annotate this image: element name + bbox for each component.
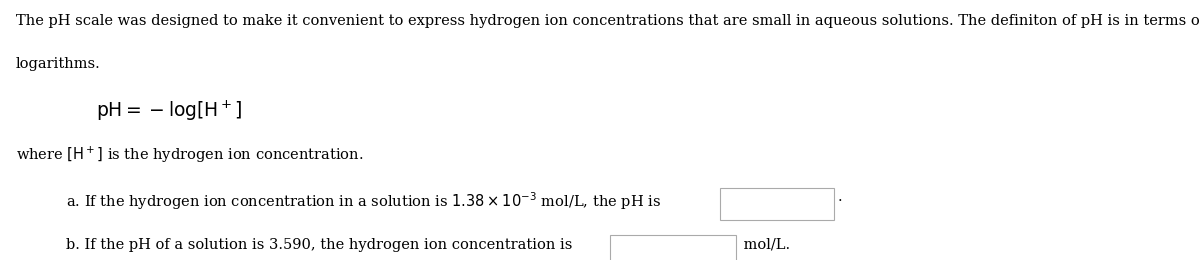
Text: where $\left[\mathrm{H}^+\right]$ is the hydrogen ion concentration.: where $\left[\mathrm{H}^+\right]$ is the…: [16, 144, 362, 165]
Text: a. If the hydrogen ion concentration in a solution is $1.38 \times 10^{-3}$ mol/: a. If the hydrogen ion concentration in …: [66, 190, 661, 211]
Text: $\mathrm{pH} = -\log\!\left[\mathrm{H}^+\right]$: $\mathrm{pH} = -\log\!\left[\mathrm{H}^+…: [96, 99, 242, 123]
Bar: [720, 188, 834, 220]
Text: The pH scale was designed to make it convenient to express hydrogen ion concentr: The pH scale was designed to make it con…: [16, 14, 1200, 28]
Text: b. If the pH of a solution is 3.590, the hydrogen ion concentration is: b. If the pH of a solution is 3.590, the…: [66, 238, 572, 252]
Bar: [610, 235, 736, 260]
Text: logarithms.: logarithms.: [16, 57, 101, 71]
Text: mol/L.: mol/L.: [739, 238, 791, 252]
Text: .: .: [838, 190, 842, 204]
